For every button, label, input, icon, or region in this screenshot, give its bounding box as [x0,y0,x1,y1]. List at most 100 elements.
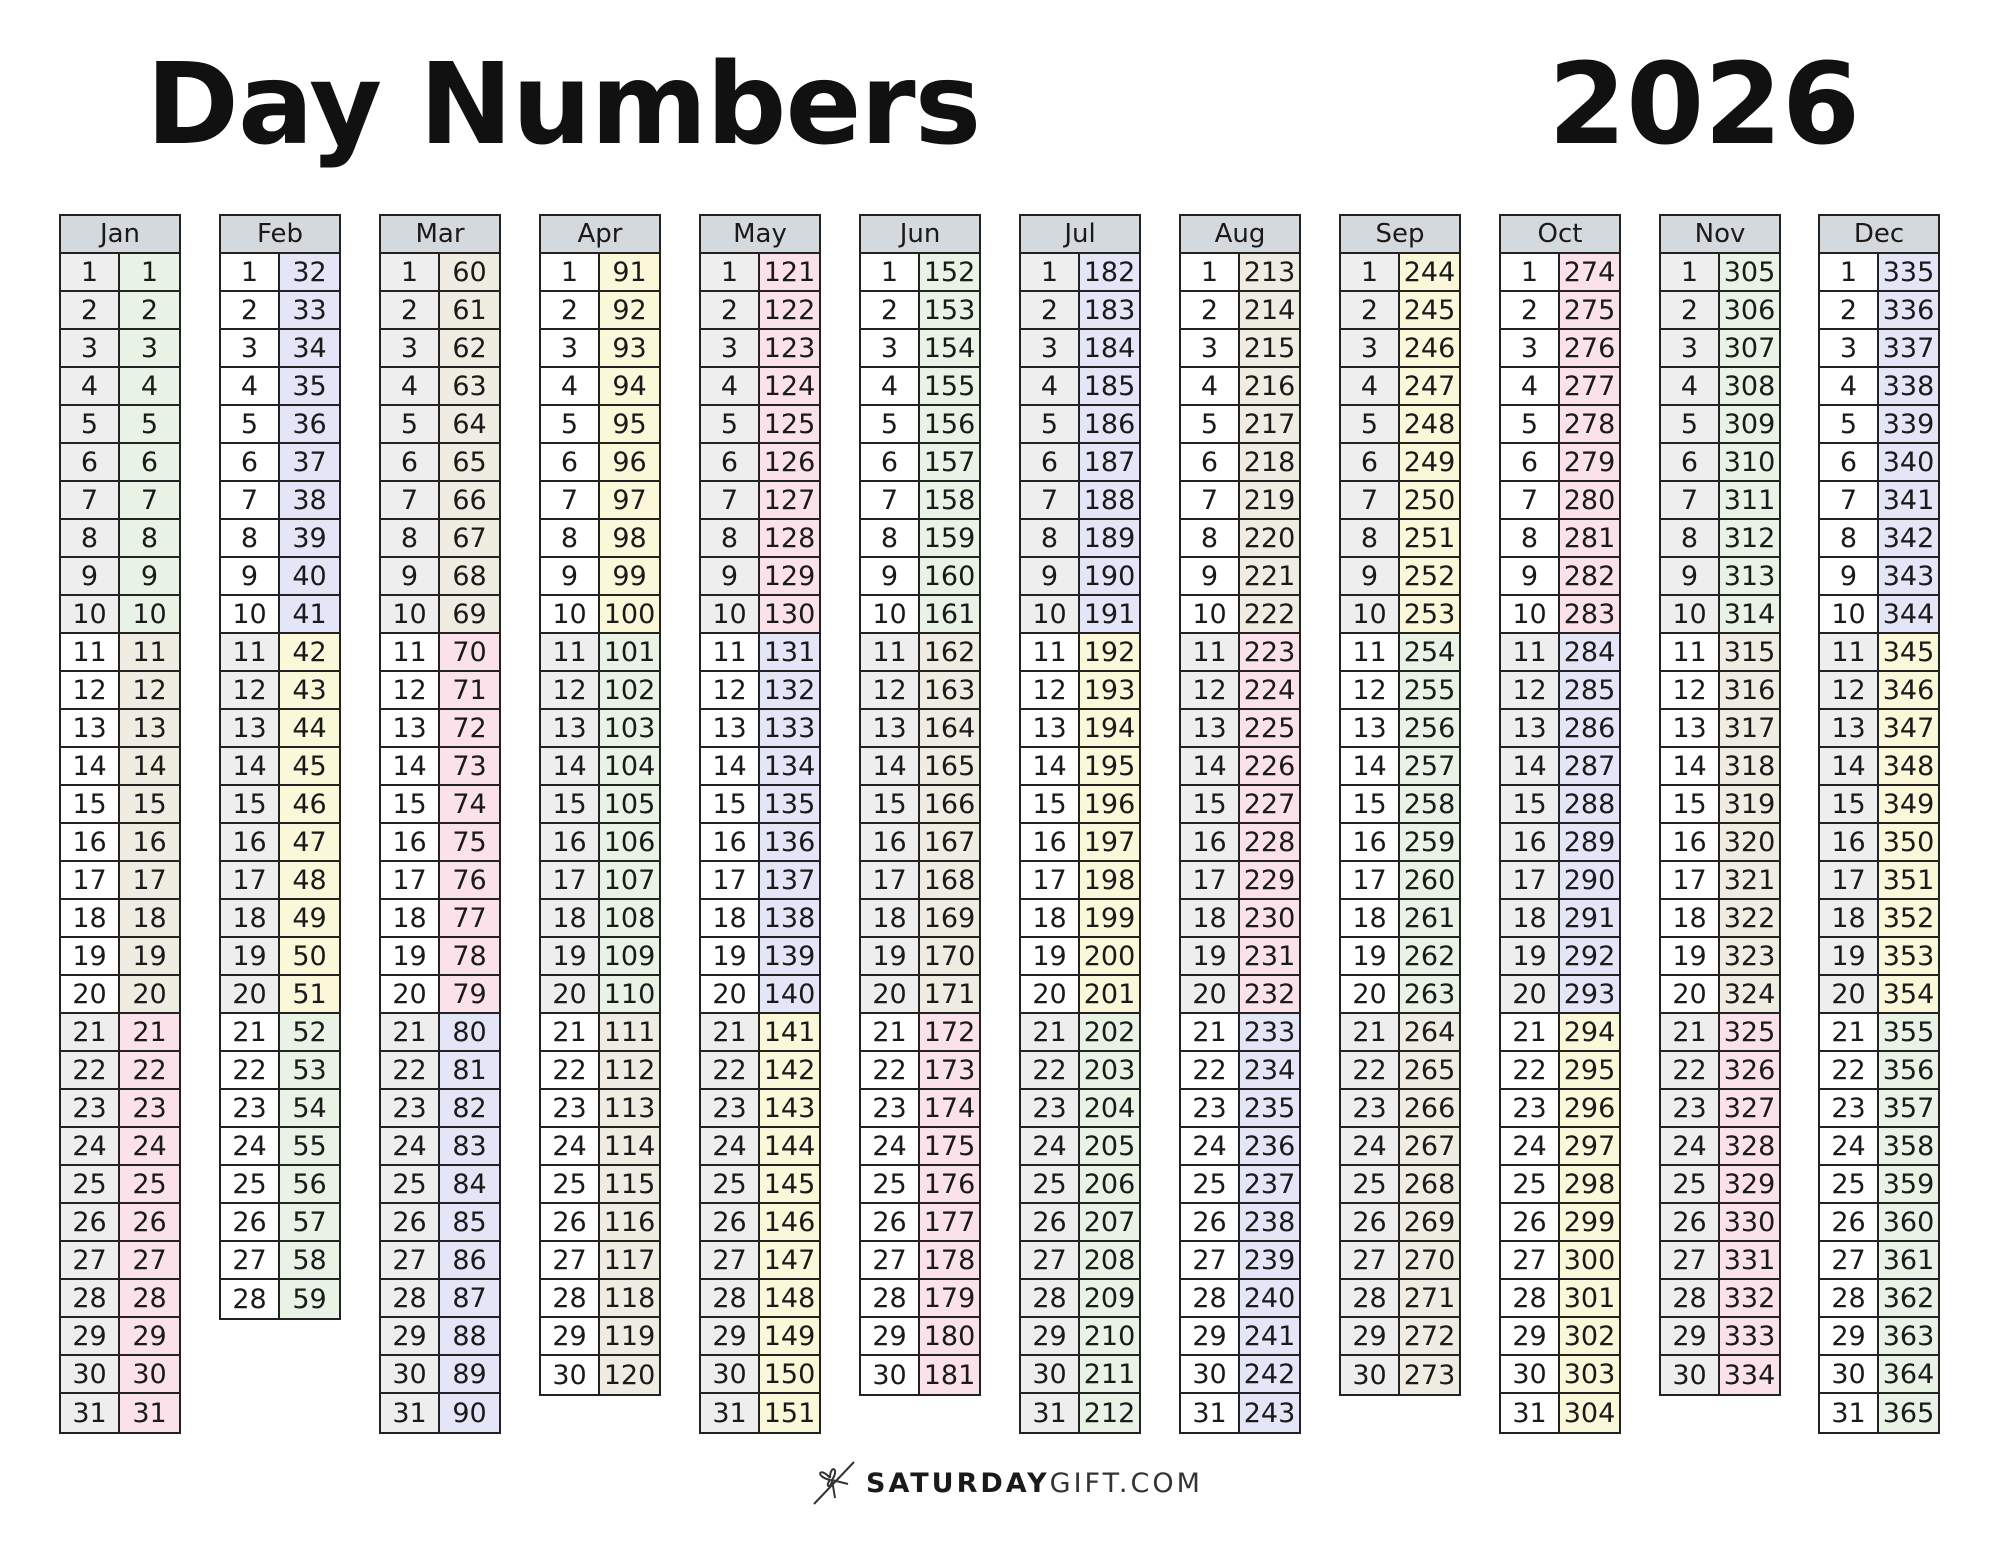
table-row: 12 163 [861,672,979,710]
day-of-month: 2 [541,292,600,328]
table-row: 28 301 [1501,1280,1619,1318]
day-of-year: 277 [1560,368,1619,404]
day-of-month: 5 [541,406,600,442]
table-row: 3 337 [1820,330,1938,368]
day-of-month: 10 [541,596,600,632]
day-of-month: 24 [1661,1128,1720,1164]
table-row: 30 181 [861,1356,979,1394]
day-of-year: 120 [600,1356,659,1394]
day-of-year: 6 [120,444,179,480]
day-of-year: 154 [920,330,979,366]
day-of-month: 14 [381,748,440,784]
day-of-year: 259 [1400,824,1459,860]
day-of-year: 326 [1720,1052,1779,1088]
day-of-year: 225 [1240,710,1299,746]
day-of-year: 187 [1080,444,1139,480]
table-row: 7 158 [861,482,979,520]
day-of-month: 4 [1661,368,1720,404]
day-of-year: 172 [920,1014,979,1050]
day-of-year: 262 [1400,938,1459,974]
day-of-month: 11 [541,634,600,670]
table-row: 2 306 [1661,292,1779,330]
day-of-year: 208 [1080,1242,1139,1278]
day-of-month: 8 [1820,520,1879,556]
table-row: 26 299 [1501,1204,1619,1242]
day-of-year: 252 [1400,558,1459,594]
day-of-year: 118 [600,1280,659,1316]
day-of-year: 343 [1879,558,1938,594]
day-of-year: 13 [120,710,179,746]
day-of-month: 5 [381,406,440,442]
day-of-year: 74 [440,786,499,822]
table-row: 27 27 [61,1242,179,1280]
table-row: 12 193 [1021,672,1139,710]
day-of-year: 338 [1879,368,1938,404]
table-row: 2 275 [1501,292,1619,330]
day-of-month: 15 [1341,786,1400,822]
table-row: 14 257 [1341,748,1459,786]
table-row: 10 314 [1661,596,1779,634]
table-row: 14 348 [1820,748,1938,786]
month-header: Nov [1661,216,1779,254]
day-of-month: 15 [381,786,440,822]
day-of-year: 207 [1080,1204,1139,1240]
day-of-month: 20 [541,976,600,1012]
day-of-year: 10 [120,596,179,632]
day-of-month: 6 [541,444,600,480]
day-of-year: 161 [920,596,979,632]
day-of-month: 26 [1021,1204,1080,1240]
day-of-month: 24 [61,1128,120,1164]
day-of-month: 8 [1661,520,1720,556]
day-of-month: 2 [1501,292,1560,328]
table-row: 3 246 [1341,330,1459,368]
day-of-month: 3 [1021,330,1080,366]
day-of-month: 21 [1021,1014,1080,1050]
day-of-month: 12 [1181,672,1240,708]
table-row: 18 230 [1181,900,1299,938]
day-of-month: 5 [1021,406,1080,442]
day-of-year: 329 [1720,1166,1779,1202]
day-of-month: 2 [61,292,120,328]
day-of-year: 178 [920,1242,979,1278]
table-row: 28 59 [221,1280,339,1318]
day-of-year: 321 [1720,862,1779,898]
day-of-month: 9 [221,558,280,594]
table-row: 21 52 [221,1014,339,1052]
day-of-year: 283 [1560,596,1619,632]
table-row: 13 256 [1341,710,1459,748]
day-of-month: 25 [221,1166,280,1202]
day-of-month: 19 [541,938,600,974]
day-of-year: 360 [1879,1204,1938,1240]
day-of-month: 27 [1661,1242,1720,1278]
day-of-month: 18 [221,900,280,936]
day-of-year: 284 [1560,634,1619,670]
day-of-year: 56 [280,1166,339,1202]
day-of-year: 201 [1080,976,1139,1012]
table-row: 20 110 [541,976,659,1014]
day-of-month: 23 [1661,1090,1720,1126]
table-row: 10 41 [221,596,339,634]
day-of-year: 153 [920,292,979,328]
day-of-month: 18 [1820,900,1879,936]
day-of-year: 21 [120,1014,179,1050]
table-row: 11 345 [1820,634,1938,672]
day-of-month: 29 [1181,1318,1240,1354]
day-of-month: 27 [1820,1242,1879,1278]
table-row: 7 250 [1341,482,1459,520]
day-of-month: 22 [1661,1052,1720,1088]
day-of-month: 26 [1501,1204,1560,1240]
day-of-month: 18 [701,900,760,936]
table-row: 27 147 [701,1242,819,1280]
table-row: 23 113 [541,1090,659,1128]
table-row: 9 160 [861,558,979,596]
day-of-month: 17 [1501,862,1560,898]
day-of-year: 239 [1240,1242,1299,1278]
table-row: 13 103 [541,710,659,748]
table-row: 13 347 [1820,710,1938,748]
day-of-month: 15 [1181,786,1240,822]
table-row: 19 170 [861,938,979,976]
table-row: 10 10 [61,596,179,634]
day-of-month: 23 [861,1090,920,1126]
table-row: 16 75 [381,824,499,862]
table-row: 19 262 [1341,938,1459,976]
